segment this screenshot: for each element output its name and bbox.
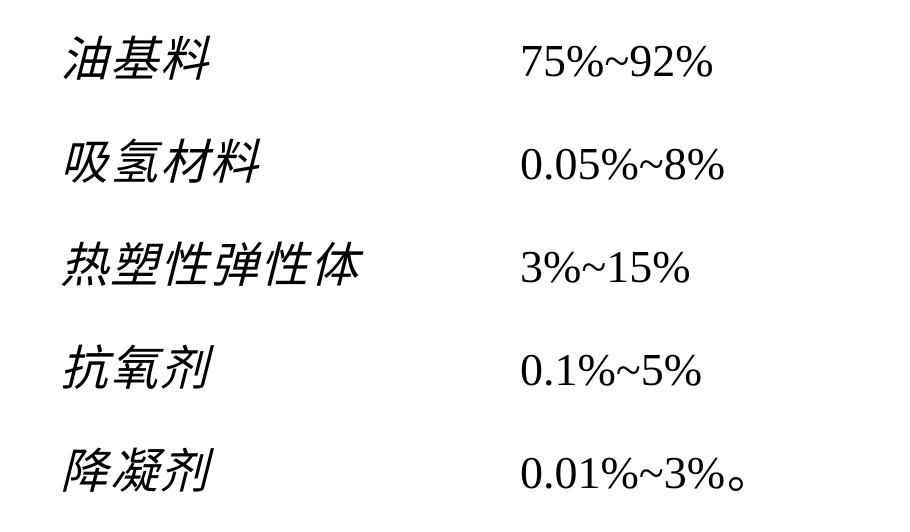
ingredient-value: 75%~92%	[520, 34, 714, 87]
ingredient-value: 0.01%~3%	[520, 446, 725, 499]
table-row: 油基料 75%~92%	[60, 20, 870, 100]
ingredient-label: 降凝剂	[60, 432, 520, 502]
ingredient-label: 油基料	[60, 20, 520, 90]
ingredient-value: 0.1%~5%	[520, 343, 702, 396]
table-row: 降凝剂 0.01%~3% 。	[60, 432, 870, 512]
ingredient-value: 3%~15%	[520, 240, 691, 293]
table-row: 吸氢材料 0.05%~8%	[60, 123, 870, 203]
table-row: 抗氧剂 0.1%~5%	[60, 329, 870, 409]
table-row: 热塑性弹性体 3%~15%	[60, 226, 870, 306]
ingredient-label: 抗氧剂	[60, 329, 520, 399]
ingredient-value: 0.05%~8%	[520, 137, 725, 190]
composition-table: 油基料 75%~92% 吸氢材料 0.05%~8% 热塑性弹性体 3%~15% …	[0, 0, 910, 532]
row-suffix: 。	[727, 436, 773, 502]
ingredient-label: 吸氢材料	[60, 123, 520, 193]
ingredient-label: 热塑性弹性体	[60, 226, 520, 296]
